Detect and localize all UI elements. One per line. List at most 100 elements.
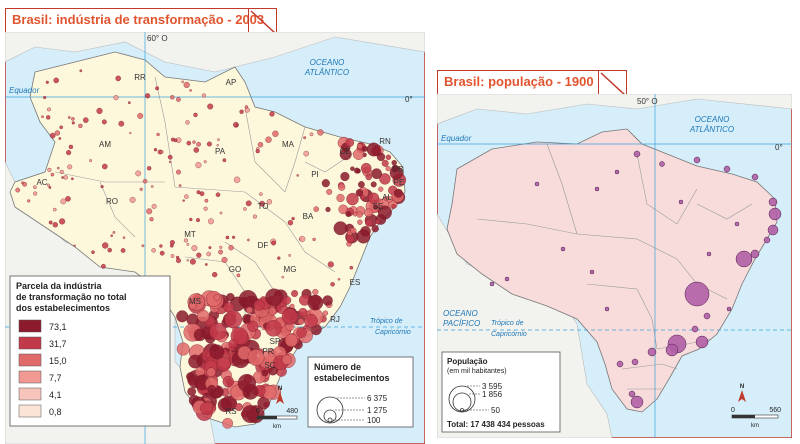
establishment-circle: [337, 278, 341, 281]
population-circle: [734, 221, 740, 227]
establishment-circle: [357, 219, 363, 225]
establishment-circle: [252, 214, 257, 219]
establishment-circle: [122, 236, 126, 239]
establishment-circle: [187, 387, 197, 396]
svg-text:km: km: [273, 424, 281, 430]
population-circle: [614, 169, 620, 175]
establishment-circle: [59, 218, 66, 225]
establishment-circle: [184, 194, 189, 199]
establishment-circle: [203, 160, 207, 164]
establishment-circle: [245, 306, 253, 314]
establishment-circle: [321, 179, 330, 188]
establishment-circle: [345, 211, 352, 217]
establishment-circle: [147, 166, 152, 171]
map1-title-corner: [248, 9, 277, 34]
establishment-circle: [208, 246, 212, 250]
establishment-circle: [48, 186, 52, 189]
state-label-se: SE: [373, 202, 384, 211]
establishment-circle: [176, 97, 181, 102]
establishment-circle: [176, 310, 189, 323]
state-label-mg: MG: [284, 265, 297, 274]
map1-legend-title-1: Parcela da indústria: [16, 281, 103, 291]
establishment-circle: [212, 271, 218, 278]
establishment-circle: [362, 146, 368, 152]
svg-text:480: 480: [286, 408, 298, 415]
establishment-circle: [209, 344, 225, 360]
establishment-circle: [156, 132, 160, 137]
establishment-circle: [247, 349, 265, 366]
establishment-circle: [284, 333, 298, 347]
map1-legend-title-3: dos estabelecimentos: [16, 303, 110, 313]
establishment-circle: [71, 177, 74, 181]
map1-tropic-label-1: Trópico de: [370, 318, 403, 325]
establishment-circle: [346, 192, 359, 206]
population-circle: [489, 281, 495, 287]
legend-swatch-4: [18, 387, 42, 401]
map2-legend: População (em mil habitantes) 3 595 1 85…: [441, 351, 561, 433]
establishment-circle: [178, 184, 182, 187]
establishment-circle: [195, 162, 202, 169]
establishment-circle: [66, 150, 72, 156]
establishment-circle: [196, 190, 201, 195]
population-circle: [726, 306, 732, 312]
legend-swatch-1: [18, 336, 42, 350]
establishment-circle: [101, 119, 107, 125]
map1-size-title-1: Número de: [314, 362, 361, 372]
establishment-circle: [338, 183, 346, 191]
establishment-circle: [287, 220, 294, 226]
state-label-pe: PE: [394, 178, 405, 187]
establishment-circle: [360, 162, 372, 174]
legend-label-4: 4,1: [49, 390, 62, 400]
establishment-circle: [113, 95, 119, 101]
map1-meridian-label: 60° O: [147, 34, 168, 43]
state-label-sp: SP: [270, 337, 281, 346]
establishment-circle: [159, 244, 163, 248]
population-circle: [695, 335, 709, 349]
establishment-circle: [71, 121, 75, 125]
map2-legend-circle-small: [460, 408, 464, 412]
legend-swatch-3: [18, 370, 42, 384]
establishment-circle: [48, 220, 53, 225]
establishment-circle: [181, 80, 185, 84]
map2-tropic-label-1: Trópico de: [491, 320, 524, 327]
population-circle: [703, 312, 711, 320]
establishment-circle: [146, 208, 153, 215]
map2-brazil-land: [446, 128, 778, 413]
population-circle: [678, 199, 684, 205]
state-label-rr: RR: [134, 73, 146, 82]
population-circle: [768, 197, 778, 207]
legend-label-5: 0,8: [49, 407, 62, 417]
establishment-circle: [159, 250, 165, 256]
establishment-circle: [45, 80, 49, 84]
establishment-circle: [127, 101, 131, 105]
establishment-circle: [282, 296, 292, 305]
establishment-circle: [326, 188, 333, 195]
establishment-circle: [58, 137, 62, 140]
establishment-circle: [215, 192, 221, 197]
establishment-circle: [237, 374, 256, 393]
state-label-rs: RS: [225, 407, 236, 416]
state-label-es: ES: [350, 278, 361, 287]
map2-ocean-label-1: OCEANO: [695, 115, 730, 124]
state-label-sc: SC: [264, 361, 275, 370]
establishment-circle: [234, 403, 243, 412]
population-circle: [763, 236, 771, 244]
establishment-circle: [313, 206, 319, 212]
establishment-circle: [346, 235, 355, 244]
establishment-circle: [297, 318, 305, 325]
establishment-circle: [259, 200, 265, 207]
state-label-mt: MT: [184, 230, 196, 239]
establishment-circle: [176, 169, 181, 175]
establishment-circle: [385, 154, 392, 160]
establishment-circle: [129, 131, 132, 135]
population-circle: [504, 276, 510, 282]
legend-label-3: 7,7: [49, 373, 62, 383]
population-circle: [751, 173, 759, 181]
establishment-circle: [269, 111, 275, 117]
map2-meridian-label: 50° O: [637, 97, 658, 106]
establishment-circle: [381, 159, 389, 167]
map1-size-value-2: 1 275: [367, 406, 388, 415]
population-circle: [631, 358, 639, 366]
map2-scale-bar: 0 560 km: [731, 407, 781, 429]
establishment-circle: [243, 207, 247, 211]
